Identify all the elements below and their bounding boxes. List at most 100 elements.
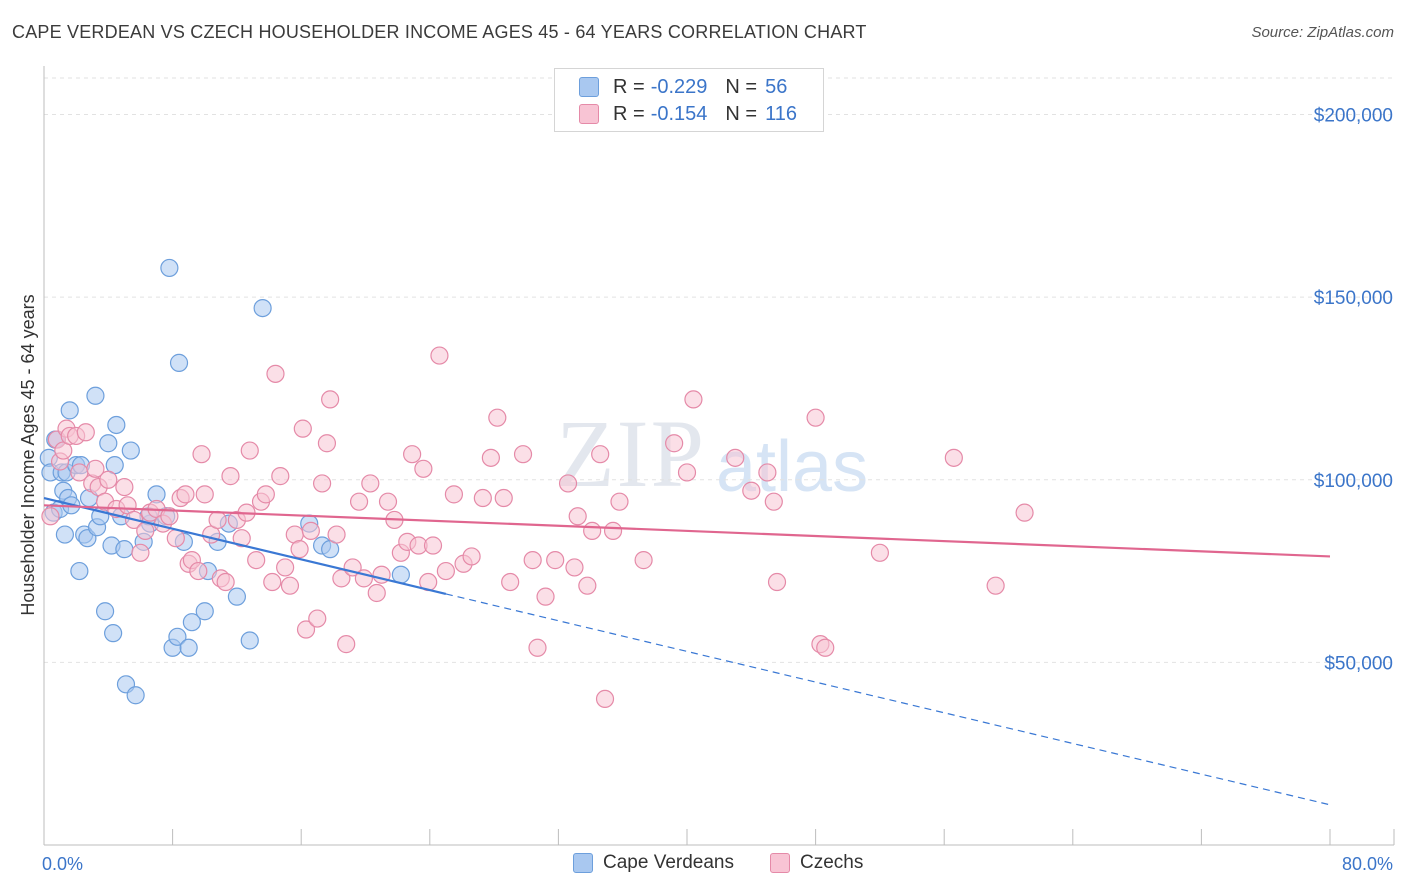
czech-point <box>301 521 320 540</box>
czech-point <box>76 423 95 442</box>
czech-point <box>293 419 312 438</box>
czech-point <box>1015 503 1034 522</box>
czech-point <box>806 408 825 427</box>
watermark-zip: ZIP <box>556 400 706 507</box>
czech-point <box>494 488 513 508</box>
czech-point <box>513 445 533 464</box>
legend-n-label: N = <box>725 102 758 125</box>
czech-point <box>684 390 703 409</box>
czech-point <box>256 485 275 504</box>
czech-point <box>726 448 745 467</box>
czech-point <box>423 536 443 555</box>
bottom-legend-swatch-pink <box>770 853 790 873</box>
cape-verdean-point <box>104 624 123 643</box>
czech-trend-line <box>43 504 1331 558</box>
czech-point <box>166 529 185 548</box>
czech-point <box>189 561 208 581</box>
czech-point <box>321 390 340 409</box>
cape-verdean-point <box>121 441 140 460</box>
czech-point <box>312 474 332 493</box>
czech-point <box>290 540 309 559</box>
czech-point <box>816 638 835 657</box>
cape-verdean-point <box>126 686 145 705</box>
legend-row-czechs: R = -0.154 N = 116 <box>579 101 797 127</box>
czech-point <box>430 346 449 365</box>
czech-point <box>546 551 565 570</box>
czech-point <box>216 572 235 592</box>
czech-point <box>595 689 615 709</box>
cape-verdean-point <box>99 434 118 453</box>
legend-n-value: 56 <box>765 75 788 98</box>
czech-point <box>308 609 327 628</box>
czech-point <box>944 448 963 467</box>
czech-point <box>523 551 542 570</box>
cape-verdean-point <box>195 602 214 621</box>
czech-point <box>403 445 422 464</box>
data-points <box>39 258 1034 709</box>
czech-point <box>536 587 555 606</box>
cape-verdean-point <box>253 299 272 318</box>
bottom-legend-label: Czechs <box>800 852 864 873</box>
czech-point <box>280 576 300 595</box>
cape-verdean-point <box>70 561 89 581</box>
czech-point <box>462 547 481 566</box>
bottom-legend-swatch-blue <box>573 853 593 873</box>
czech-point <box>192 445 211 464</box>
x-tick-label-max: 80.0% <box>1342 854 1393 874</box>
legend-r-value: -0.229 <box>650 75 708 98</box>
czech-point <box>208 510 227 530</box>
cape-verdean-point <box>160 258 179 278</box>
czech-point <box>240 441 259 460</box>
czech-point <box>349 492 369 511</box>
czech-point <box>488 408 507 427</box>
czech-point <box>634 551 653 570</box>
y-tick-label: $50,000 <box>1324 653 1393 674</box>
cape-verdean-point <box>240 631 259 650</box>
czech-point <box>361 474 380 493</box>
czech-point <box>767 572 787 592</box>
cape-verdean-point <box>107 415 126 435</box>
czech-point <box>271 467 290 486</box>
cape-verdean-point <box>60 401 79 420</box>
czech-point <box>414 459 433 478</box>
czech-point <box>131 543 150 562</box>
czech-point <box>378 492 398 511</box>
czech-point <box>176 485 195 504</box>
cape-verdean-point <box>55 525 74 544</box>
bottom-legend-czechs: Czechs <box>770 852 863 874</box>
cape-verdean-trend-dashed <box>445 593 1331 806</box>
czech-point <box>115 477 134 497</box>
cape-verdean-point <box>168 627 187 646</box>
legend-r-label: R = <box>613 102 645 125</box>
y-tick-label: $150,000 <box>1314 288 1393 309</box>
chart-title: CAPE VERDEAN VS CZECH HOUSEHOLDER INCOME… <box>12 22 867 42</box>
czech-point <box>742 481 761 500</box>
czech-point <box>986 576 1005 595</box>
czech-point <box>327 525 346 544</box>
cape-verdean-trend-solid <box>43 496 447 595</box>
czech-point <box>528 638 547 657</box>
czech-point <box>481 448 500 467</box>
source-label: Source: ZipAtlas.com <box>1251 24 1394 41</box>
legend-n-label: N = <box>725 75 758 98</box>
czech-point <box>266 364 285 383</box>
bottom-legend-cape-verdeans: Cape Verdeans <box>573 852 734 874</box>
czech-point <box>610 492 629 511</box>
cape-verdean-point <box>182 613 201 632</box>
czech-point <box>578 576 597 595</box>
czech-point <box>195 485 214 504</box>
czech-point <box>444 485 464 504</box>
czech-point <box>473 488 492 508</box>
czech-point <box>86 459 105 478</box>
legend-n-value: 116 <box>765 102 797 125</box>
czech-point <box>99 470 118 489</box>
czech-point <box>677 463 697 482</box>
y-tick-label: $200,000 <box>1314 106 1393 127</box>
czech-point <box>758 463 777 482</box>
czech-point <box>583 521 602 540</box>
cape-verdean-point <box>227 587 246 606</box>
x-tick-label-min: 0.0% <box>42 854 83 874</box>
czech-point <box>501 572 520 592</box>
bottom-legend-label: Cape Verdeans <box>603 852 734 873</box>
